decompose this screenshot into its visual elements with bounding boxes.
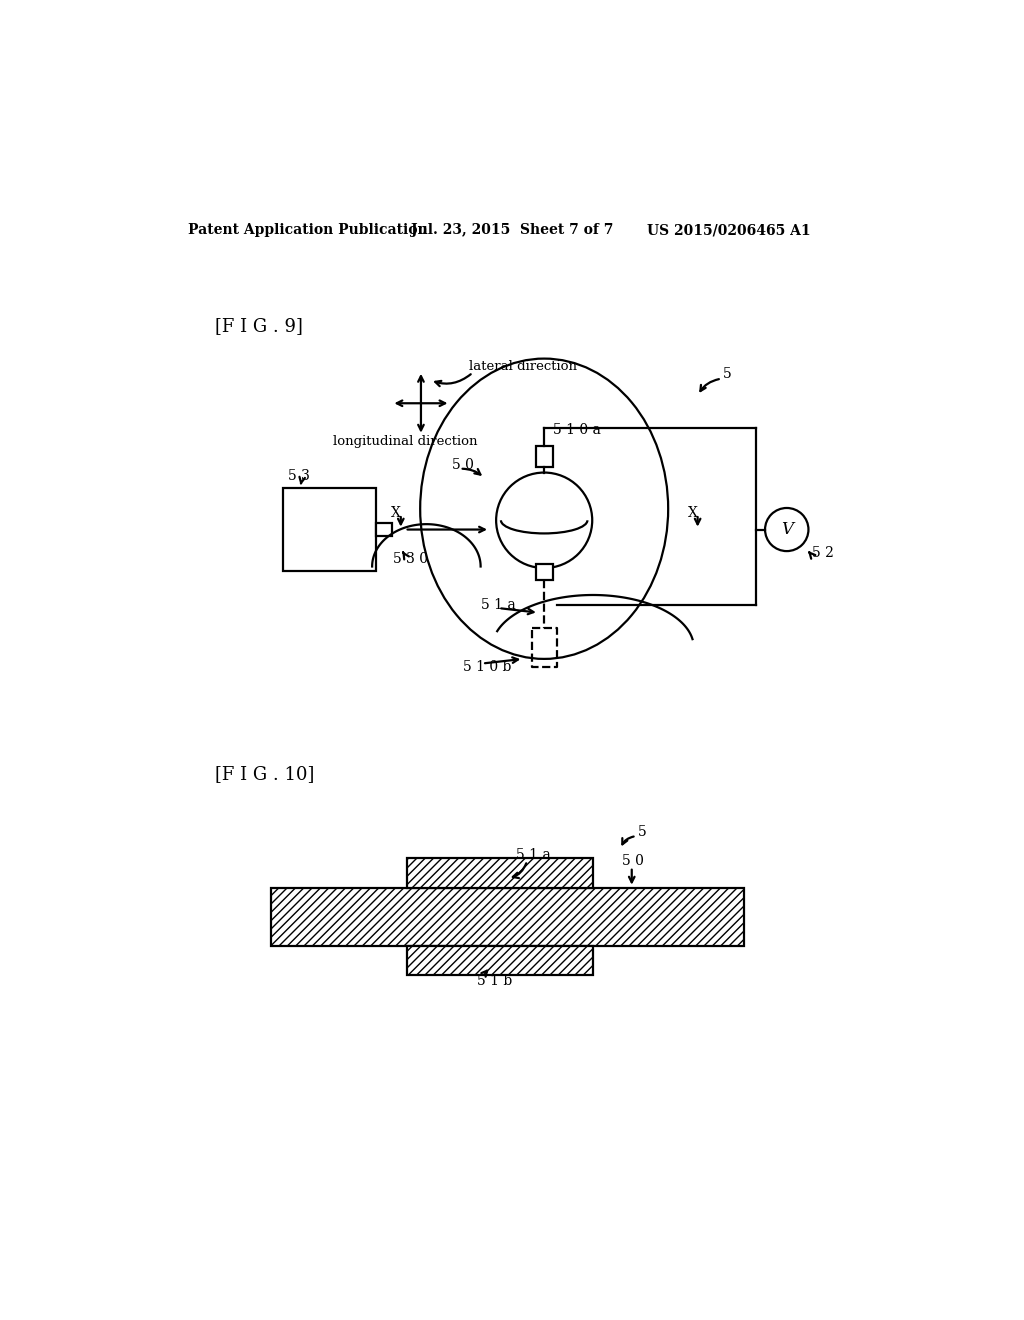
Text: US 2015/0206465 A1: US 2015/0206465 A1 — [647, 223, 811, 238]
Text: 5 0: 5 0 — [452, 458, 474, 471]
Text: X: X — [391, 506, 401, 520]
Text: 5: 5 — [638, 825, 647, 840]
Circle shape — [765, 508, 809, 552]
Text: 5 1 a: 5 1 a — [480, 598, 515, 612]
Text: 5 1 0 a: 5 1 0 a — [554, 424, 601, 437]
Text: 5 3 0: 5 3 0 — [393, 552, 428, 566]
Text: 5: 5 — [723, 367, 732, 381]
Text: 5 1 b: 5 1 b — [477, 974, 512, 987]
Bar — [271, 887, 744, 946]
Text: 5 3: 5 3 — [288, 470, 309, 483]
Text: [F I G . 10]: [F I G . 10] — [215, 766, 314, 783]
Text: lateral direction: lateral direction — [469, 360, 577, 372]
Text: [F I G . 9]: [F I G . 9] — [215, 317, 303, 335]
Bar — [536, 564, 553, 579]
Text: X: X — [688, 506, 698, 520]
Bar — [407, 858, 593, 887]
Text: 5 1 a: 5 1 a — [515, 849, 550, 862]
Text: longitudinal direction: longitudinal direction — [334, 436, 478, 449]
Bar — [536, 446, 553, 467]
Text: Jul. 23, 2015  Sheet 7 of 7: Jul. 23, 2015 Sheet 7 of 7 — [411, 223, 613, 238]
Bar — [283, 488, 376, 572]
Text: 5 2: 5 2 — [812, 545, 835, 560]
Bar — [407, 946, 593, 975]
Text: Patent Application Publication: Patent Application Publication — [188, 223, 428, 238]
Text: 5 1 0 b: 5 1 0 b — [463, 660, 511, 673]
Text: V: V — [780, 521, 793, 539]
Text: 5 0: 5 0 — [623, 854, 644, 867]
Bar — [376, 523, 391, 536]
